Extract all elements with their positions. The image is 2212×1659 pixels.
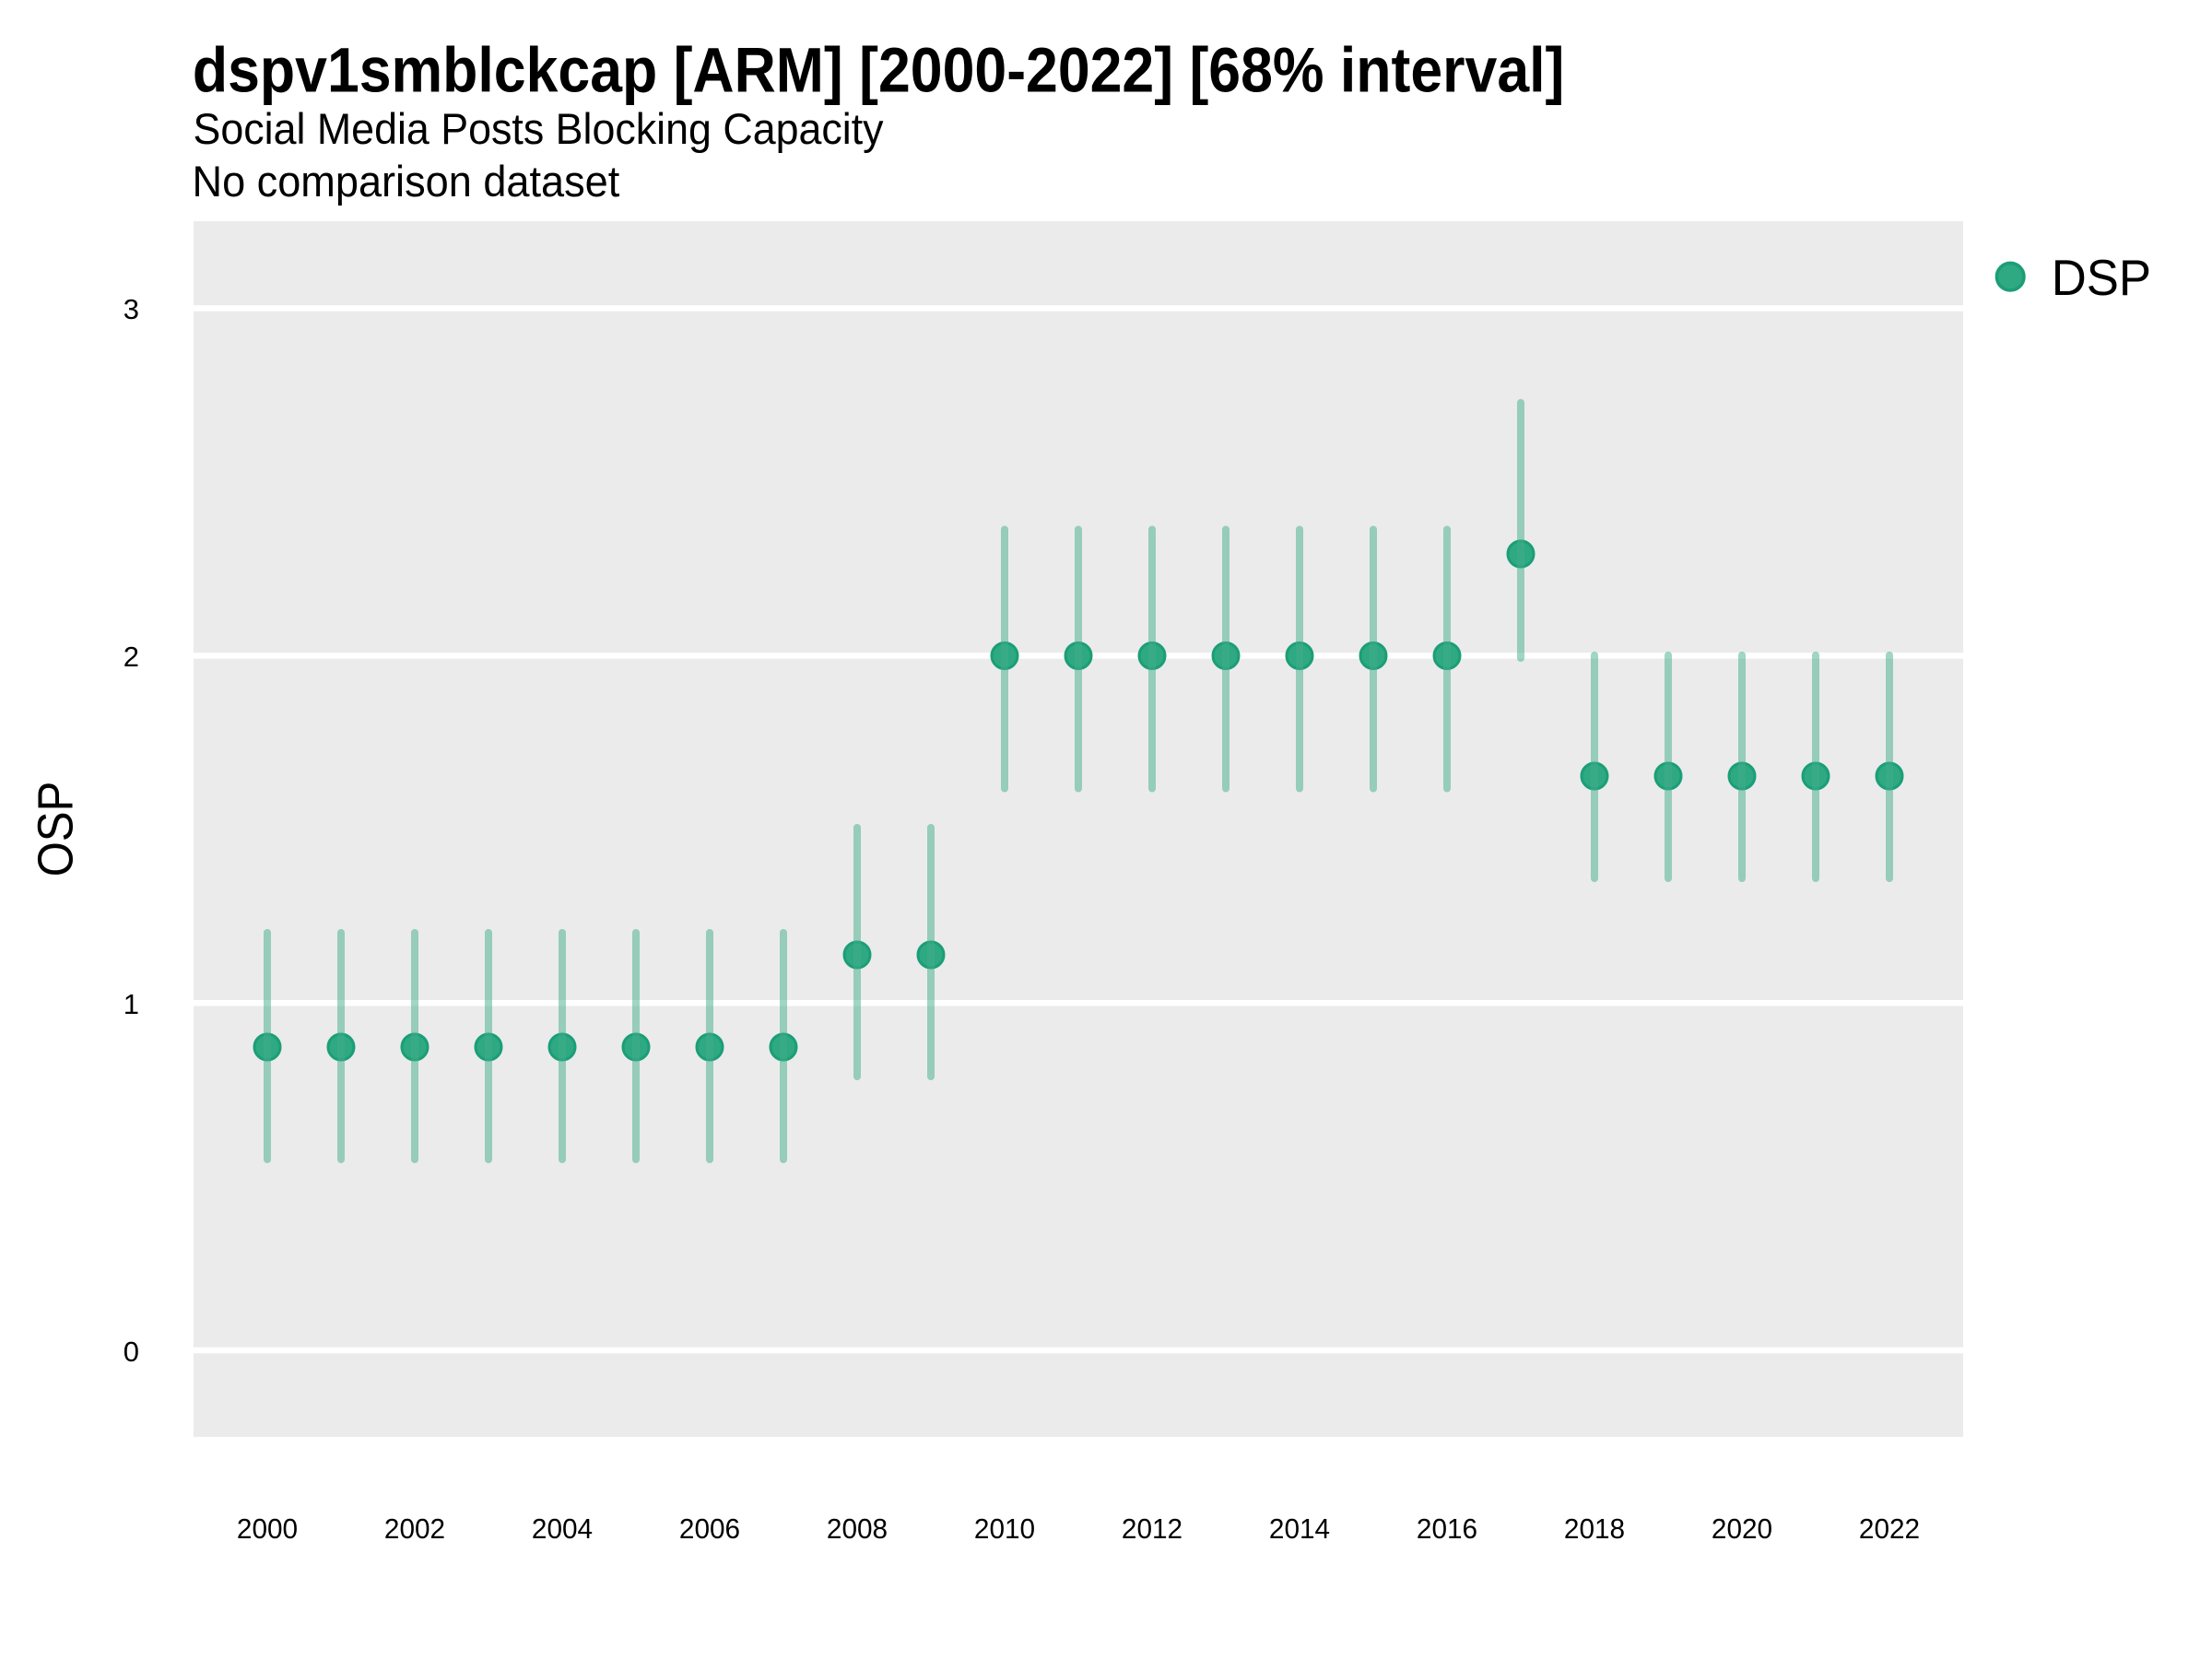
svg-text:2: 2 [124, 641, 139, 673]
svg-text:0: 0 [124, 1335, 139, 1368]
svg-text:1: 1 [124, 988, 139, 1020]
svg-text:Social Media Posts Blocking Ca: Social Media Posts Blocking Capacity [194, 104, 884, 153]
svg-text:OSP: OSP [27, 782, 83, 877]
svg-text:dspv1smblckcap [ARM] [2000-202: dspv1smblckcap [ARM] [2000-2022] [68% in… [193, 34, 1564, 106]
svg-text:2002: 2002 [384, 1513, 445, 1546]
svg-text:DSP: DSP [2052, 250, 2151, 306]
svg-text:2022: 2022 [1859, 1513, 1920, 1546]
svg-text:2014: 2014 [1269, 1513, 1330, 1546]
svg-text:2018: 2018 [1564, 1513, 1625, 1546]
svg-text:2004: 2004 [532, 1513, 593, 1546]
svg-text:No comparison dataset: No comparison dataset [193, 157, 620, 206]
svg-text:2020: 2020 [1712, 1513, 1772, 1546]
svg-text:2016: 2016 [1417, 1513, 1477, 1546]
svg-text:2006: 2006 [679, 1513, 740, 1546]
svg-text:2000: 2000 [237, 1513, 298, 1546]
svg-text:2012: 2012 [1122, 1513, 1182, 1546]
svg-text:2010: 2010 [974, 1513, 1035, 1546]
svg-text:2008: 2008 [827, 1513, 888, 1546]
svg-text:3: 3 [124, 293, 139, 325]
